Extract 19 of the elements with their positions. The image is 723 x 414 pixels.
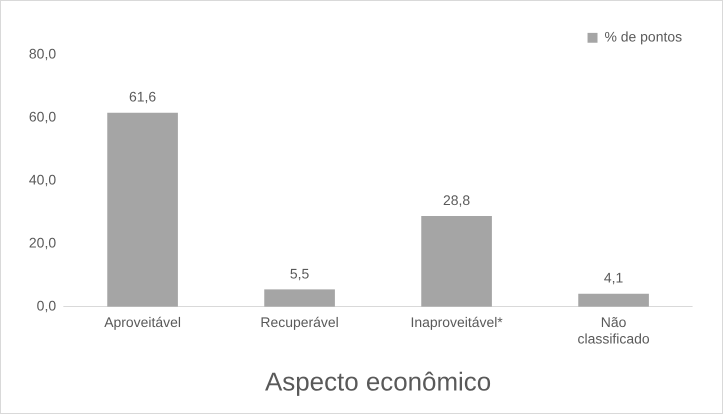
bar (421, 216, 492, 307)
data-label: 5,5 (290, 265, 310, 282)
y-tick-label: 0,0 (36, 298, 56, 314)
y-tick-label: 80,0 (28, 46, 56, 62)
x-tick-label: Inaproveitável* (410, 314, 504, 330)
data-label: 4,1 (604, 270, 624, 286)
x-tick-label: Não classificado (578, 314, 650, 347)
x-tick-label: Aproveitável (104, 314, 181, 330)
y-tick-label: 40,0 (28, 172, 56, 188)
y-tick-label: 60,0 (28, 108, 56, 125)
x-tick-label: Recuperável (260, 314, 339, 330)
y-tick-label: 20,0 (28, 234, 56, 251)
bar (107, 112, 178, 307)
bar (264, 289, 335, 307)
bar (578, 294, 649, 307)
data-label: 28,8 (442, 192, 470, 208)
data-label: 61,6 (128, 88, 156, 105)
x-axis-title: Aspecto econômico (264, 368, 492, 397)
legend-label: % de pontos (604, 28, 682, 45)
